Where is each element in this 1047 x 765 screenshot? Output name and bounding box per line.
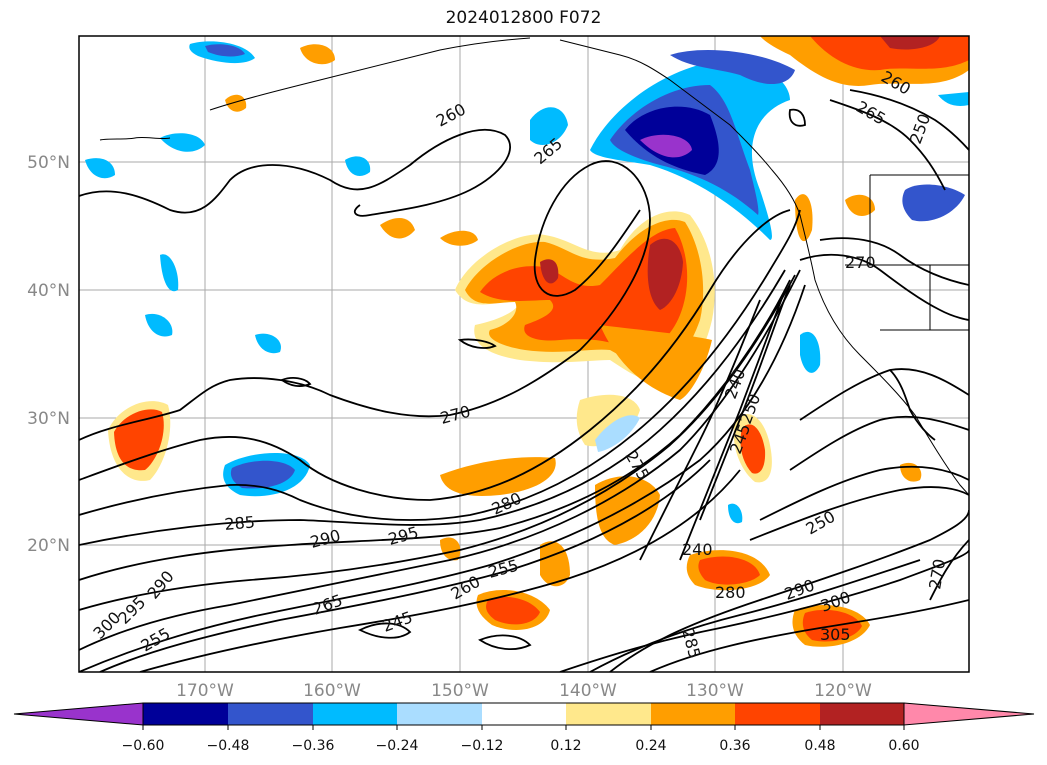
colorbar-tick-label: −0.60 [122,738,165,754]
map-title: 2024012800 F072 [445,8,602,28]
colorbar-swatch [397,703,482,725]
shaded-field [85,36,969,647]
lon-label-120w: 120°W [814,681,872,701]
colorbar-border [142,702,905,726]
colorbar-swatch [820,703,904,725]
colorbar-tick-label: 0.36 [719,738,750,754]
contour-label: 240 [682,540,713,559]
contour-label: 285 [224,512,256,534]
contour-label: 305 [820,625,851,644]
lat-label-40: 40°N [27,281,70,301]
contour-lines [79,89,969,672]
lat-label-50: 50°N [27,153,70,173]
colorbar-tick-label: −0.48 [207,738,250,754]
contour-label: 270 [845,253,876,272]
colorbar-extend-right [903,702,1035,726]
colorbar-tick-label: 0.24 [635,738,666,754]
colorbar-swatch [482,703,566,725]
lon-label-140w: 140°W [559,681,617,701]
lon-label-170w: 170°W [176,681,234,701]
colorbar-tick-label: 0.60 [888,738,919,754]
colorbar-swatch [143,703,228,725]
colorbar-tick-label: 0.12 [550,738,581,754]
colorbar-tick-label: −0.12 [461,738,504,754]
colorbar-tick-label: −0.24 [376,738,419,754]
colorbar-swatch [228,703,313,725]
graticule [79,36,969,672]
colorbar-tick-label: 0.48 [804,738,835,754]
map-border [78,35,970,673]
colorbar-swatch [566,703,651,725]
lat-label-20: 20°N [27,536,70,556]
colorbar-tick-label: −0.36 [292,738,335,754]
coastlines [99,37,969,496]
lon-label-130w: 130°W [686,681,744,701]
lon-label-150w: 150°W [431,681,489,701]
colorbar-extend-left [13,702,144,726]
colorbar-swatch [735,703,820,725]
colorbar-swatch [651,703,735,725]
lat-label-30: 30°N [27,409,70,429]
colorbar: −0.60 −0.48 −0.36 −0.24 −0.12 0.12 0.24 … [13,702,1035,754]
lon-label-160w: 160°W [303,681,361,701]
contour-label: 280 [715,583,746,602]
colorbar-swatch [313,703,397,725]
